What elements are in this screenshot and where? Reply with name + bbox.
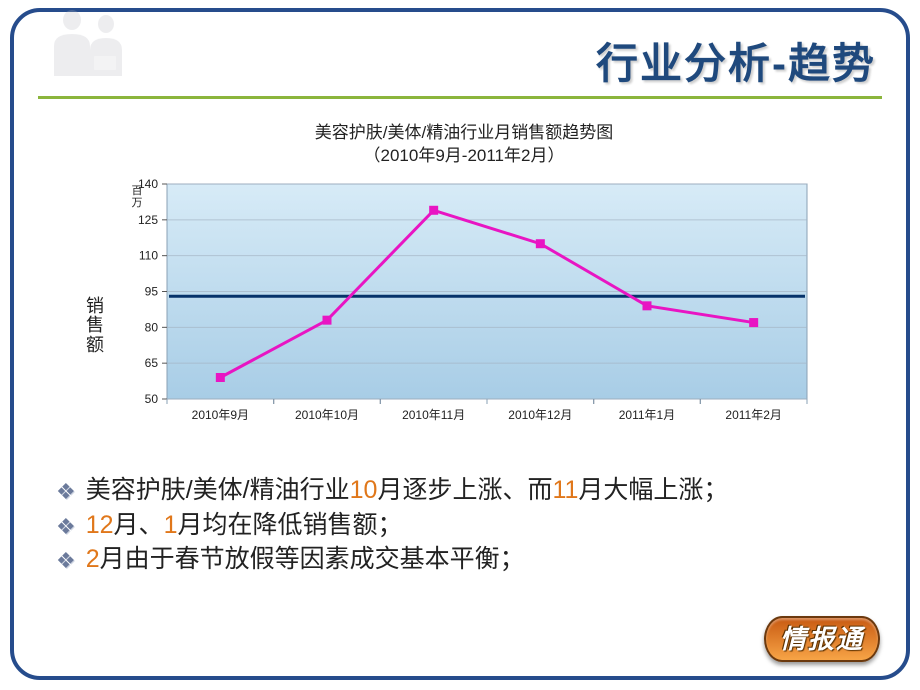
diamond-bullet-icon: ❖ — [56, 478, 76, 507]
line-chart: 50658095110125140百万2010年9月2010年10月2010年1… — [112, 174, 827, 439]
slide-frame: 行业分析-趋势 美容护肤/美体/精油行业月销售额趋势图 （2010年9月-201… — [10, 8, 910, 680]
svg-text:2011年1月: 2011年1月 — [619, 408, 675, 422]
brand-logo-text: 情报通 — [764, 616, 880, 662]
svg-text:2011年2月: 2011年2月 — [725, 408, 781, 422]
svg-text:65: 65 — [145, 356, 159, 370]
page-title: 行业分析-趋势 — [596, 30, 876, 91]
svg-text:50: 50 — [145, 392, 159, 406]
brand-logo: 情报通 — [752, 611, 892, 666]
svg-text:2010年10月: 2010年10月 — [295, 408, 359, 422]
svg-text:80: 80 — [145, 320, 159, 334]
chart-container: 美容护肤/美体/精油行业月销售额趋势图 （2010年9月-2011年2月） 销售… — [84, 122, 844, 439]
diamond-bullet-icon: ❖ — [56, 513, 76, 542]
chart-title-line1: 美容护肤/美体/精油行业月销售额趋势图 — [84, 122, 844, 145]
svg-text:2010年9月: 2010年9月 — [192, 408, 249, 422]
svg-text:125: 125 — [138, 213, 158, 227]
svg-text:110: 110 — [139, 249, 158, 263]
title-underline — [38, 96, 882, 99]
svg-text:2010年12月: 2010年12月 — [508, 408, 572, 422]
svg-text:95: 95 — [145, 284, 159, 298]
y-axis-label: 销售额 — [84, 297, 106, 356]
bullet-item: ❖ 2月由于春节放假等因素成交基本平衡； — [56, 543, 866, 576]
bullet-list: ❖ 美容护肤/美体/精油行业10月逐步上涨、而11月大幅上涨； ❖ 12月、1月均在降… — [56, 474, 866, 578]
svg-text:2010年11月: 2010年11月 — [402, 408, 465, 422]
svg-text:万: 万 — [132, 197, 143, 209]
bullet-text: 美容护肤/美体/精油行业10月逐步上涨、而11月大幅上涨； — [86, 474, 729, 507]
bullet-text: 2月由于春节放假等因素成交基本平衡； — [86, 543, 525, 576]
bullet-text: 12月、1月均在降低销售额； — [86, 509, 403, 542]
bullet-item: ❖ 美容护肤/美体/精油行业10月逐步上涨、而11月大幅上涨； — [56, 474, 866, 507]
svg-text:百: 百 — [132, 185, 143, 197]
decorative-silhouette-icon — [34, 6, 144, 81]
bullet-item: ❖ 12月、1月均在降低销售额； — [56, 509, 866, 542]
chart-title-line2: （2010年9月-2011年2月） — [84, 145, 844, 168]
diamond-bullet-icon: ❖ — [56, 547, 76, 576]
